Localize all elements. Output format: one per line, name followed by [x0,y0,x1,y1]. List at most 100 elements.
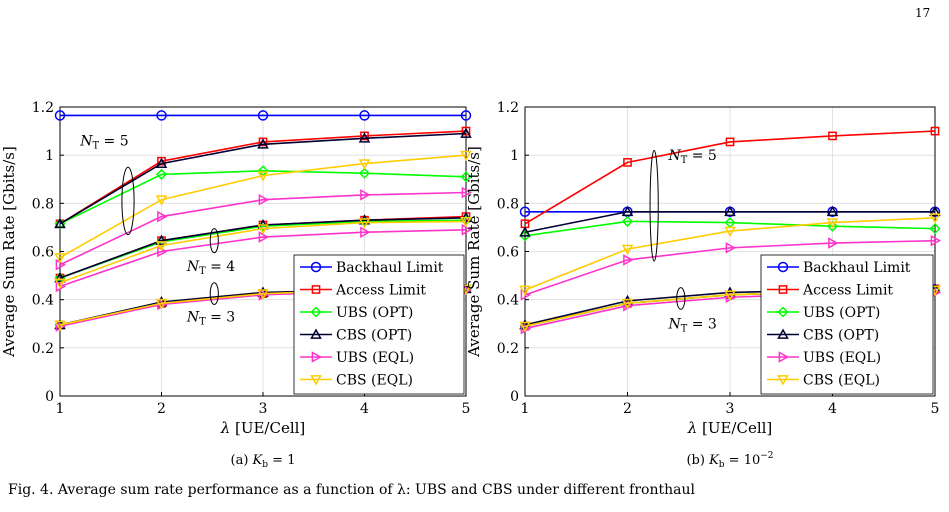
data-point-cbs_eql [929,213,941,224]
data-point-ubs_eql [725,242,737,254]
x-tick-label: 3 [259,401,268,417]
data-point-cbs_opt [54,217,66,229]
data-point-ubs_eql [461,224,473,236]
series-line-cbs_opt [59,132,467,225]
data-point-ubs_eql [258,193,270,206]
data-point-ubs_eql [828,237,839,249]
annotation-label: NT = 5 [79,134,128,152]
subcaption: (b) Kb = 10−2 [686,451,773,470]
legend-marker-access [311,285,321,294]
legend-entry-cbs_eql: CBS (EQL) [336,373,413,389]
data-point-access [930,126,940,136]
x-tick-label: 2 [157,401,166,417]
y-tick-label: 0.2 [32,341,54,357]
y-tick-label: 1.2 [32,100,54,116]
data-point-cbs_eql [358,218,371,229]
y-axis-label: Average Sum Rate [Gbits/s] [0,146,18,358]
data-point-ubs_opt [929,223,941,235]
data-point-ubs_eql [157,210,168,223]
legend-marker-cbs_opt [310,328,322,339]
data-point-cbs_eql [724,226,736,238]
data-point-ubs_eql [258,231,270,243]
data-point-cbs_opt [621,205,634,217]
legend-marker-access [778,285,788,294]
legend-marker-ubs_opt [310,306,322,318]
legend-marker-ubs_eql [778,351,790,363]
group-ellipse [121,166,135,236]
legend-entry-cbs_opt: CBS (OPT) [803,328,879,344]
legend-marker-backhaul [310,261,322,273]
data-point-cbs_eql [358,159,371,170]
data-point-cbs_eql [826,218,839,229]
data-point-ubs_opt [621,215,634,227]
data-point-cbs_opt [155,234,168,246]
y-tick-label: 0.6 [497,245,519,261]
y-tick-label: 1 [510,148,519,164]
legend-entry-access: Access Limit [802,283,893,299]
data-point-access [828,131,837,141]
data-point-backhaul [460,110,472,121]
legend-box [293,254,465,395]
y-tick-label: 0.6 [32,245,54,261]
data-point-ubs_eql [930,234,942,247]
data-point-cbs_opt [519,226,531,237]
x-tick-label: 5 [462,401,471,417]
data-point-access [725,137,735,147]
legend-entry-ubs_opt: UBS (OPT) [803,305,880,321]
data-point-cbs_eql [621,244,634,256]
data-point-cbs_opt [257,138,269,149]
series-line-ubs_eql [59,191,467,266]
data-point-ubs_opt [155,168,168,180]
annotation-label: NT = 4 [186,259,235,277]
data-point-ubs_eql [55,280,67,293]
data-point-cbs_eql [54,253,66,264]
series-line-access [59,130,467,225]
y-tick-label: 0.4 [497,293,519,309]
data-point-cbs_opt [826,205,839,217]
y-tick-label: 1.2 [497,100,519,116]
figure-caption: Fig. 4. Average sum rate performance as … [8,482,695,498]
legend-marker-cbs_eql [777,375,789,386]
annotation-label: NT = 3 [186,309,235,327]
data-point-cbs_eql [155,298,168,310]
x-tick-label: 4 [828,401,837,417]
series-line-cbs_eql [59,154,467,259]
data-point-cbs_eql [460,217,472,228]
series-line-access [524,130,936,225]
data-point-ubs_eql [360,226,371,239]
data-point-ubs_eql [623,254,634,266]
data-point-cbs_opt [155,157,168,168]
y-tick-label: 0 [45,389,54,405]
data-point-cbs_eql [155,195,168,206]
data-point-backhaul [156,110,167,121]
data-point-cbs_eql [460,150,472,162]
legend-box [760,254,934,395]
data-point-backhaul [54,110,66,121]
data-point-backhaul [519,206,531,218]
legend-entry-backhaul: Backhaul Limit [803,260,911,276]
series-line-ubs_eql [59,229,467,288]
series-line-cbs_eql [59,220,467,284]
x-tick-label: 1 [521,401,530,417]
legend-marker-cbs_eql [310,375,322,386]
data-point-cbs_opt [54,271,66,283]
group-ellipse [209,228,219,254]
y-axis-label: Average Sum Rate [Gbits/s] [465,146,483,358]
data-point-cbs_opt [929,205,941,217]
data-point-ubs_eql [360,189,371,201]
series-line-ubs_opt [524,220,936,237]
data-point-backhaul [257,110,269,121]
series-line-cbs_eql [524,216,936,291]
data-point-cbs_opt [358,132,371,143]
legend-entry-access: Access Limit [335,283,426,299]
data-point-cbs_opt [257,286,269,297]
legend-entry-ubs_eql: UBS (EQL) [803,350,881,366]
subcaption: (a) Kb = 1 [231,453,296,470]
data-point-cbs_eql [257,289,269,300]
data-point-cbs_opt [724,205,736,217]
y-tick-label: 0.8 [32,196,54,212]
y-tick-label: 0.2 [497,341,519,357]
x-axis-label: λ [UE/Cell] [687,419,773,437]
legend-entry-ubs_opt: UBS (OPT) [336,305,413,321]
